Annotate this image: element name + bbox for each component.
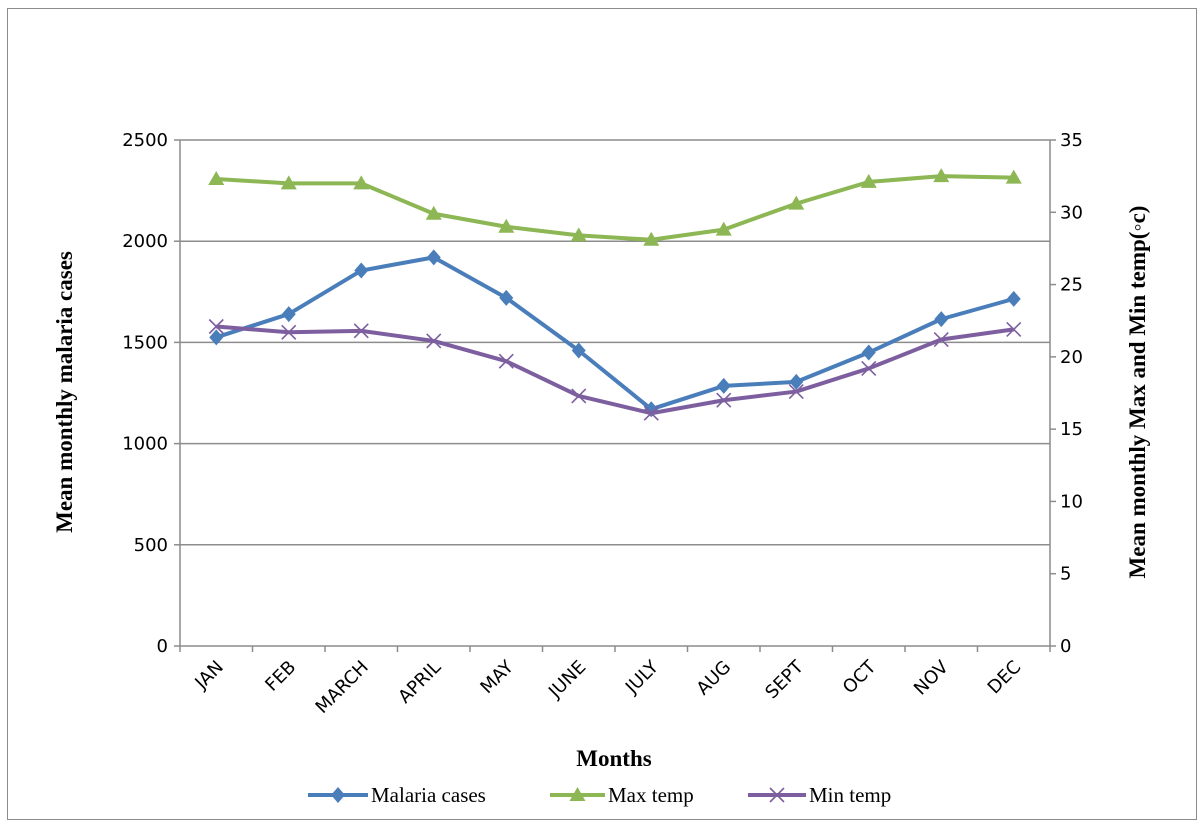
malaria-cases-point <box>934 311 949 328</box>
x-tick-label: SEPT <box>761 656 808 703</box>
legend: Malaria cases Max temp Min temp <box>308 783 891 807</box>
malaria-cases-point <box>499 289 514 306</box>
y2-axis-title: Mean monthly Max and Min temp(◦c) <box>1125 206 1150 579</box>
min-temp-line <box>216 324 1015 416</box>
series-min-temp <box>208 318 1022 421</box>
max-temp-point <box>208 171 225 186</box>
x-tick-label: JUNE <box>544 657 590 703</box>
max-temp-point <box>1005 169 1022 184</box>
max-temp-line <box>216 174 1014 242</box>
legend-item-max-temp: Max temp <box>550 783 694 807</box>
max-temp-point <box>933 168 950 183</box>
x-tick-label: OCT <box>839 656 881 698</box>
malaria-cases-point <box>354 262 369 279</box>
max-temp-point <box>643 231 660 246</box>
min-temp-point <box>861 360 877 376</box>
max-temp-point <box>788 195 805 210</box>
x-tick-label: JAN <box>190 657 227 694</box>
malaria-cases-point <box>571 342 586 359</box>
malaria-cases-point <box>209 329 224 346</box>
x-axis-title: Months <box>576 746 651 771</box>
malaria-cases-point <box>861 344 876 361</box>
x-tick-label: APRIL <box>394 657 445 708</box>
x-tick-label: NOV <box>910 656 953 699</box>
x-axis-ticks: JAN FEB MARCH APRIL MAY JUNE JULY AUG SEPT OCT NOV… <box>179 646 1051 718</box>
max-temp-point <box>860 173 877 188</box>
min-temp-point <box>788 383 804 400</box>
right-axis-ticks: 0 5 10 15 20 25 30 35 <box>1050 130 1083 657</box>
y2-tick-label: 0 <box>1060 636 1071 657</box>
legend-label: Min temp <box>809 783 891 807</box>
max-temp-point <box>425 205 442 220</box>
y-axis-title: Mean monthly malaria cases <box>52 251 77 533</box>
min-temp-point <box>353 323 369 339</box>
min-temp-point <box>1006 321 1022 337</box>
min-temp-point <box>933 331 949 348</box>
max-temp-point <box>280 175 297 190</box>
y2-tick-label: 30 <box>1060 202 1083 223</box>
axes <box>179 140 1051 647</box>
malaria-cases-line <box>215 255 1015 412</box>
y-tick-label: 500 <box>134 535 168 556</box>
chart-frame <box>7 8 1197 820</box>
legend-item-min-temp: Min temp <box>748 783 891 807</box>
malaria-cases-point <box>281 306 296 323</box>
malaria-cases-point <box>426 249 441 266</box>
max-temp-point <box>570 227 587 242</box>
legend-label: Max temp <box>608 783 694 807</box>
malaria-cases-point <box>1006 290 1021 307</box>
x-tick-label: JULY <box>621 656 664 699</box>
y-tick-label: 0 <box>157 636 168 657</box>
y2-tick-label: 20 <box>1060 347 1083 368</box>
x-tick-label: MAY <box>476 656 518 698</box>
y-tick-label: 2500 <box>122 130 168 151</box>
series-malaria-cases <box>209 249 1021 418</box>
x-tick-label: FEB <box>261 657 300 696</box>
min-temp-point <box>281 324 297 340</box>
max-temp-point <box>715 221 732 236</box>
min-temp-point <box>643 405 659 421</box>
legend-label: Malaria cases <box>371 783 486 807</box>
left-axis-ticks: 0 500 1000 1500 2000 2500 <box>122 130 180 657</box>
y2-tick-label: 25 <box>1060 275 1083 296</box>
x-tick-label: MARCH <box>312 657 373 718</box>
y-tick-label: 2000 <box>122 231 168 252</box>
min-temp-point <box>426 333 442 349</box>
min-temp-point <box>571 388 587 404</box>
min-temp-point <box>498 353 514 369</box>
legend-marker <box>769 787 785 803</box>
y2-tick-label: 5 <box>1060 564 1071 585</box>
gridlines <box>180 139 1050 546</box>
legend-marker <box>569 787 586 801</box>
min-temp-point <box>208 318 224 335</box>
x-tick-label: DEC <box>984 657 1026 699</box>
legend-item-malaria-cases: Malaria cases <box>308 783 486 807</box>
series-group <box>208 168 1022 421</box>
max-temp-point <box>353 175 370 190</box>
malaria-cases-point <box>789 373 804 390</box>
legend-marker <box>331 787 345 803</box>
y2-tick-label: 10 <box>1060 491 1083 512</box>
y2-tick-label: 15 <box>1060 419 1083 440</box>
x-tick-label: AUG <box>693 657 736 700</box>
y-tick-label: 1000 <box>122 434 168 455</box>
min-temp-point <box>716 392 732 408</box>
y-tick-label: 1500 <box>122 332 168 353</box>
series-max-temp <box>208 168 1022 246</box>
max-temp-point <box>498 218 515 233</box>
y2-tick-label: 35 <box>1060 130 1083 151</box>
malaria-cases-point <box>716 377 731 394</box>
